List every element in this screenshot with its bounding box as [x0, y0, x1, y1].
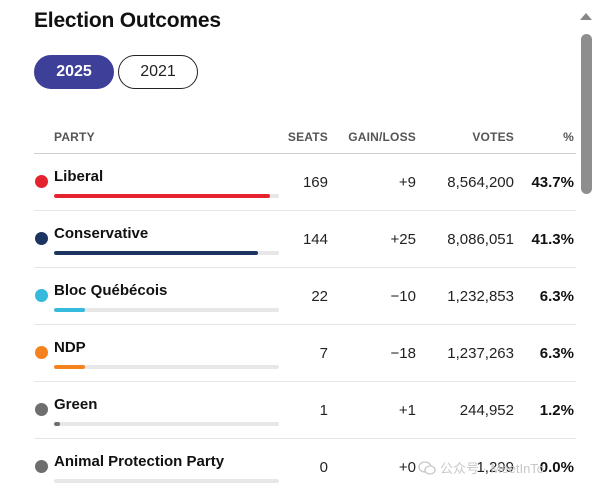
vote-share-bar — [54, 422, 279, 426]
percent-value: 41.3% — [531, 231, 574, 248]
gain-loss-value: +9 — [398, 174, 416, 191]
votes-value: 1,232,853 — [447, 288, 514, 305]
column-header-seats: SEATS — [287, 130, 328, 144]
percent-value: 6.3% — [539, 288, 574, 305]
percent-value: 1.2% — [539, 402, 574, 419]
table-row: Green 1 +1 244,952 1.2% — [34, 382, 576, 439]
party-name: Animal Protection Party — [54, 453, 225, 470]
scrollbar-thumb[interactable] — [581, 34, 592, 194]
percent-value: 43.7% — [531, 174, 574, 191]
party-name: Liberal — [54, 168, 104, 185]
tab-2025[interactable]: 2025 — [34, 55, 114, 89]
column-header-gain-loss: GAIN/LOSS — [348, 130, 416, 144]
table-row: NDP 7 −18 1,237,263 6.3% — [34, 325, 576, 382]
party-name: Conservative — [54, 225, 149, 242]
percent-value: 6.3% — [539, 345, 574, 362]
gain-loss-value: −10 — [390, 288, 416, 305]
scroll-up-arrow-icon[interactable] — [580, 13, 592, 20]
party-name: NDP — [54, 339, 86, 356]
seats-value: 144 — [302, 231, 328, 248]
table-row: Bloc Québécois 22 −10 1,232,853 6.3% — [34, 268, 576, 325]
seats-value: 0 — [319, 459, 328, 476]
vote-share-bar-fill — [54, 365, 86, 369]
seats-value: 7 — [319, 345, 328, 362]
party-color-dot — [35, 346, 48, 359]
gain-loss-value: +0 — [398, 459, 416, 476]
votes-value: 8,086,051 — [447, 231, 514, 248]
results-table: PARTY SEATS GAIN/LOSS VOTES % Liberal 169… — [34, 118, 576, 495]
vote-share-bar-fill — [54, 194, 271, 198]
vote-share-bar — [54, 479, 279, 483]
table-body: Liberal 169 +9 8,564,200 43.7% Conservative 14… — [34, 154, 576, 495]
page-title: Election Outcomes — [34, 9, 221, 32]
vote-share-bar-fill — [54, 308, 86, 312]
wechat-icon — [418, 460, 436, 475]
party-color-dot — [35, 460, 48, 473]
tab-2021[interactable]: 2021 — [118, 55, 198, 89]
votes-value: 1,299 — [476, 459, 514, 476]
gain-loss-value: +1 — [398, 402, 416, 419]
table-row: Liberal 169 +9 8,564,200 43.7% — [34, 154, 576, 211]
year-tabs: 2025 2021 — [34, 55, 198, 89]
party-name: Green — [54, 396, 98, 413]
party-color-dot — [35, 403, 48, 416]
seats-value: 22 — [311, 288, 328, 305]
votes-value: 244,952 — [459, 402, 514, 419]
column-header-party: PARTY — [54, 130, 95, 144]
vote-share-bar-fill — [54, 251, 259, 255]
vote-share-bar-fill — [54, 422, 60, 426]
seats-value: 169 — [302, 174, 328, 191]
column-header-votes: VOTES — [472, 130, 514, 144]
party-color-dot — [35, 175, 48, 188]
scrollbar[interactable] — [581, 28, 592, 480]
party-color-dot — [35, 232, 48, 245]
seats-value: 1 — [319, 402, 328, 419]
gain-loss-value: −18 — [390, 345, 416, 362]
percent-value: 0.0% — [539, 459, 574, 476]
watermark: 公众号 · MeetInTo — [418, 458, 544, 477]
table-row: Animal Protection Party 0 +0 1,299 0.0% — [34, 439, 576, 495]
votes-value: 8,564,200 — [447, 174, 514, 191]
table-row: Conservative 144 +25 8,086,051 41.3% — [34, 211, 576, 268]
party-name: Bloc Québécois — [54, 282, 168, 299]
votes-value: 1,237,263 — [447, 345, 514, 362]
vote-share-bar — [54, 365, 279, 369]
vote-share-bar — [54, 251, 279, 255]
table-header: PARTY SEATS GAIN/LOSS VOTES % — [34, 118, 576, 154]
vote-share-bar — [54, 308, 279, 312]
watermark-text: 公众号 · MeetInTo — [440, 461, 545, 476]
party-color-dot — [35, 289, 48, 302]
gain-loss-value: +25 — [390, 231, 416, 248]
column-header-percent: % — [563, 130, 574, 144]
vote-share-bar — [54, 194, 279, 198]
